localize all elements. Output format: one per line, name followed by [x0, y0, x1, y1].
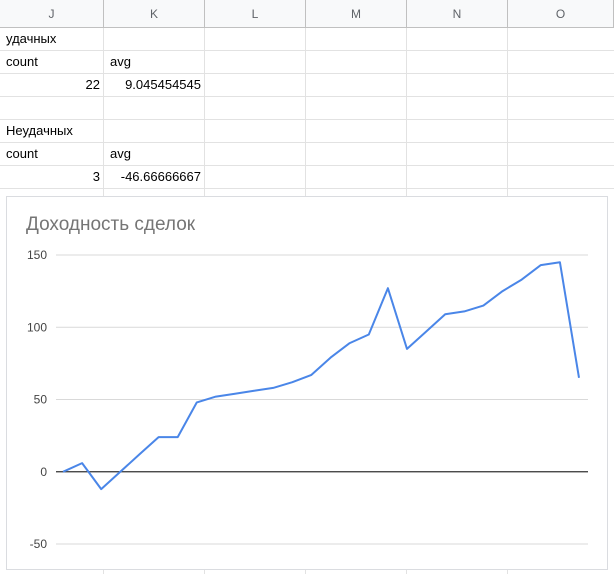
chart-plot: 150 100 50 0 -50 — [27, 248, 588, 551]
column-header-o[interactable]: O — [508, 0, 614, 28]
grid-line — [0, 73, 614, 74]
cell-count-value[interactable]: 3 — [92, 169, 100, 184]
column-header-k[interactable]: K — [104, 0, 205, 28]
cell-avg-label[interactable]: avg — [110, 146, 131, 161]
cell-count-value[interactable]: 22 — [85, 77, 100, 92]
grid-line — [0, 50, 614, 51]
y-tick-label: 100 — [27, 320, 47, 334]
y-tick-label: 150 — [27, 248, 47, 262]
y-tick-label: -50 — [30, 537, 48, 551]
cell-count-label[interactable]: count — [6, 146, 38, 161]
column-header-j[interactable]: J — [0, 0, 104, 28]
cell-avg-label[interactable]: avg — [110, 54, 131, 69]
y-tick-label: 50 — [34, 393, 48, 407]
column-header-n[interactable]: N — [407, 0, 508, 28]
grid-line — [0, 119, 614, 120]
grid-line — [0, 188, 614, 189]
chart-title: Доходность сделок — [26, 214, 196, 235]
cell-label-fail[interactable]: Неудачных — [6, 123, 73, 138]
embedded-chart[interactable]: Доходность сделок 150 100 50 0 -50 — [6, 196, 608, 570]
cell-count-label[interactable]: count — [6, 54, 38, 69]
cell-avg-value[interactable]: 9.045454545 — [125, 77, 201, 92]
cell-label-success[interactable]: удачных — [6, 31, 57, 46]
grid-line — [0, 142, 614, 143]
column-header-m[interactable]: M — [306, 0, 407, 28]
y-tick-label: 0 — [40, 465, 47, 479]
grid-line — [0, 165, 614, 166]
series-line — [62, 261, 580, 491]
column-header-l[interactable]: L — [205, 0, 306, 28]
grid-line — [0, 96, 614, 97]
cell-avg-value[interactable]: -46.66666667 — [120, 169, 201, 184]
